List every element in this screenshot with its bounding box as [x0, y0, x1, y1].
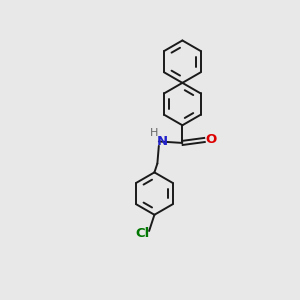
Text: N: N: [157, 135, 168, 148]
Text: H: H: [150, 128, 159, 138]
Text: O: O: [205, 134, 217, 146]
Text: Cl: Cl: [136, 227, 150, 240]
